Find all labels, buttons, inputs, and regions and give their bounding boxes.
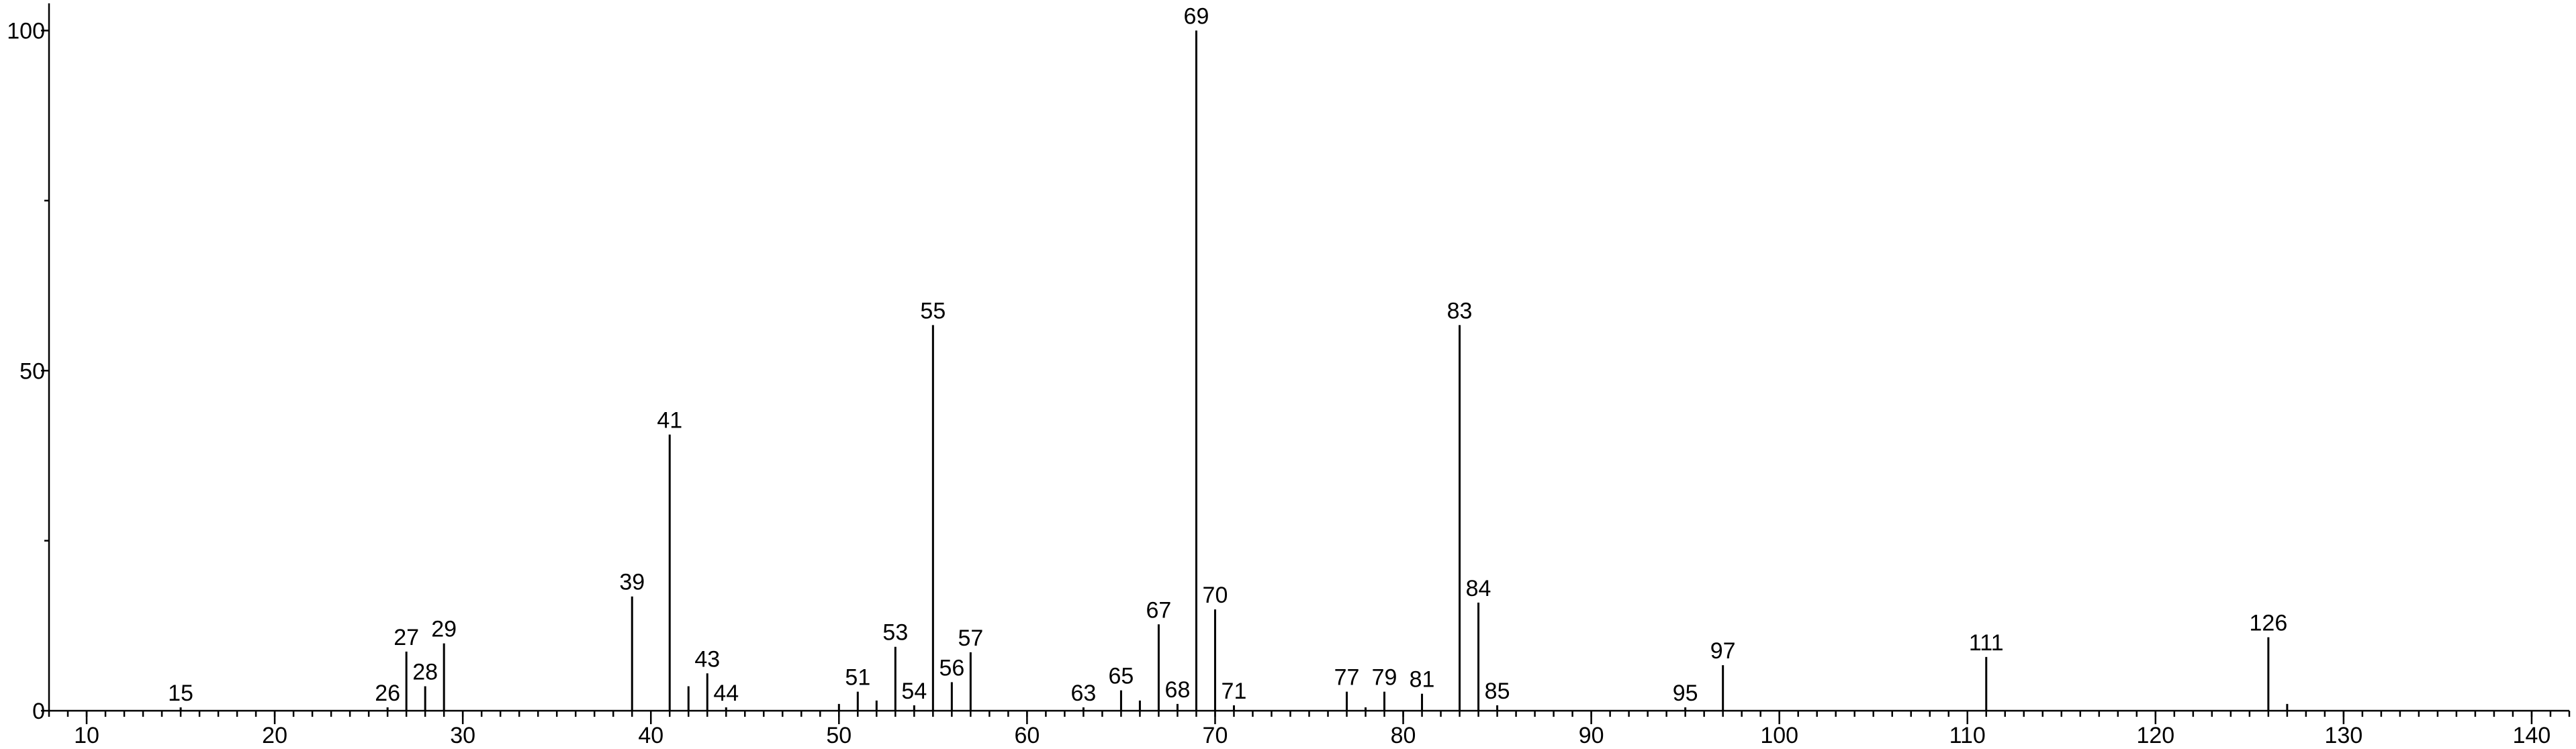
peak-label: 85 [1485,679,1510,704]
peak-label: 81 [1410,667,1435,693]
x-tick-label: 140 [2513,723,2551,748]
peak-label: 68 [1165,677,1191,703]
peak-label: 53 [882,620,908,646]
peak-label: 69 [1184,4,1209,30]
x-tick-label: 70 [1203,723,1228,748]
x-tick-label: 30 [450,723,475,748]
x-tick-label: 110 [1949,723,1986,748]
peak-label: 71 [1222,679,1247,704]
peak-label: 79 [1372,665,1397,691]
x-tick-label: 60 [1014,723,1040,748]
y-tick-label: 0 [32,699,45,724]
peak-label: 27 [394,625,419,650]
peak-label: 126 [2250,611,2288,636]
peak-label: 83 [1447,298,1473,323]
peak-label: 15 [168,681,193,706]
x-tick-label: 100 [1760,723,1798,748]
peak-label: 57 [958,626,983,651]
peak-label: 28 [412,660,438,685]
x-tick-label: 10 [74,723,99,748]
peak-label: 67 [1146,597,1172,623]
y-tick-label: 100 [7,19,45,44]
peak-label: 39 [619,570,645,595]
x-tick-label: 20 [262,723,287,748]
peak-label: 84 [1466,576,1491,601]
peak-label: 55 [920,298,946,323]
peak-label: 111 [1969,630,2004,656]
peak-label: 70 [1203,583,1228,608]
peak-label: 29 [431,617,457,642]
x-tick-label: 130 [2325,723,2363,748]
peak-label: 43 [694,646,720,672]
peak-label: 51 [845,665,870,691]
peak-label: 56 [939,655,964,681]
peak-label: 65 [1109,664,1134,689]
peak-label: 41 [657,408,682,434]
x-tick-label: 120 [2136,723,2174,748]
peak-label: 26 [375,681,400,706]
y-tick-label: 50 [19,358,45,384]
peak-label: 54 [901,679,927,704]
x-tick-label: 40 [638,723,663,748]
peak-label: 44 [713,681,739,706]
peak-label: 63 [1070,681,1096,706]
peak-label: 97 [1710,638,1736,664]
peak-label: 77 [1334,665,1360,691]
peak-label: 95 [1673,681,1698,706]
x-tick-label: 50 [826,723,852,748]
x-tick-label: 80 [1391,723,1416,748]
x-tick-label: 90 [1579,723,1604,748]
